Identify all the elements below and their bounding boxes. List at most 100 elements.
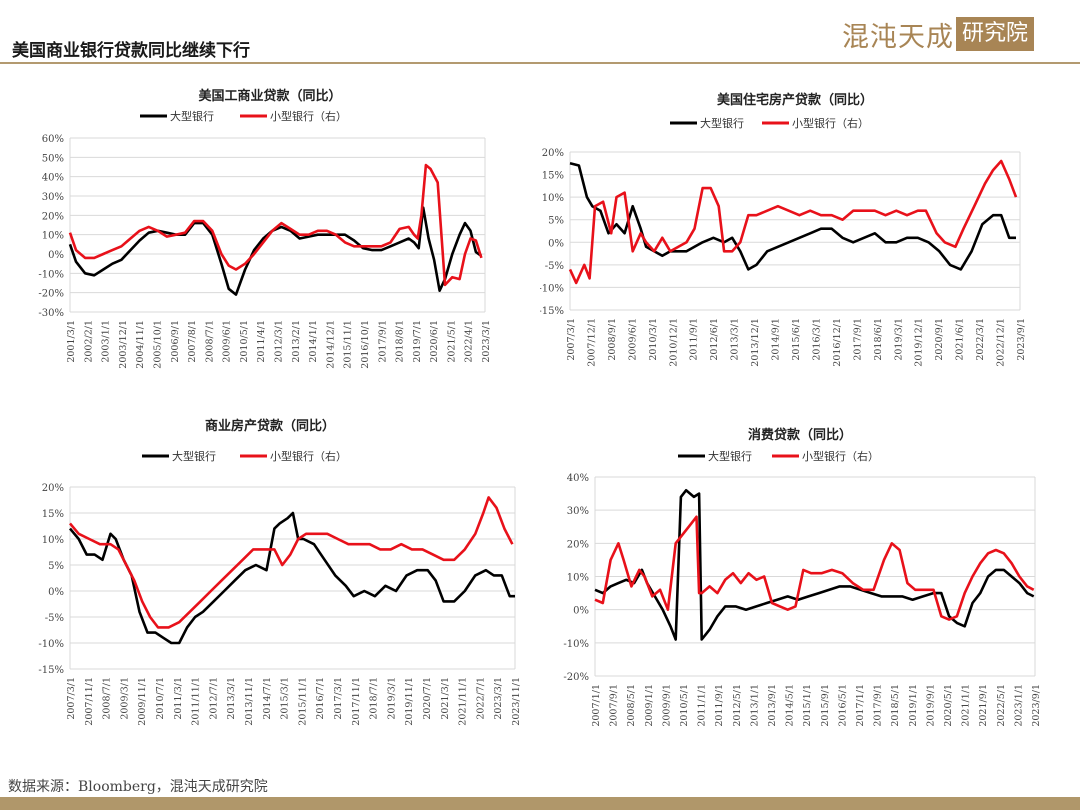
- legend-label-small-banks: 小型银行（右）: [270, 109, 347, 123]
- y-tick-label: 0%: [48, 250, 64, 261]
- x-tick-label: 2018/5/1: [890, 684, 901, 727]
- x-tick-label: 2021/5/1: [446, 320, 457, 363]
- page-title: 美国商业银行贷款同比继续下行: [12, 41, 250, 61]
- y-tick-label: -10%: [563, 639, 589, 650]
- y-tick-label: -15%: [38, 665, 64, 676]
- x-tick-label: 2012/6/1: [709, 318, 720, 361]
- x-tick-label: 2010/7/1: [155, 677, 166, 720]
- x-tick-label: 2022/3/1: [975, 318, 986, 361]
- chart-title: 商业房产贷款（同比）: [205, 418, 335, 434]
- legend-label-large-banks: 大型银行: [172, 449, 216, 463]
- x-tick-label: 2023/9/1: [1016, 318, 1027, 361]
- x-tick-label: 2017/9/1: [852, 318, 863, 361]
- x-tick-label: 2009/9/1: [661, 684, 672, 727]
- x-tick-label: 2020/5/1: [943, 684, 954, 727]
- y-tick-label: 10%: [42, 231, 64, 242]
- legend-label-small-banks: 小型银行（右）: [270, 449, 347, 463]
- x-tick-label: 2013/9/1: [767, 684, 778, 727]
- x-tick-label: 2023/11/1: [511, 677, 522, 726]
- y-tick-label: -20%: [38, 289, 64, 300]
- x-tick-label: 2020/7/1: [422, 677, 433, 720]
- x-tick-label: 2023/3/1: [493, 677, 504, 720]
- y-tick-label: 20%: [542, 148, 564, 159]
- y-tick-label: 30%: [567, 506, 589, 517]
- x-tick-label: 2021/3/1: [440, 677, 451, 720]
- x-tick-label: 2007/3/1: [66, 677, 77, 720]
- y-tick-label: -30%: [38, 308, 64, 319]
- x-tick-label: 2014/9/1: [771, 318, 782, 361]
- y-tick-label: -10%: [38, 269, 64, 280]
- x-tick-label: 2023/9/1: [1031, 684, 1042, 727]
- legend-label-large-banks: 大型银行: [708, 449, 752, 463]
- x-tick-label: 2010/5/1: [239, 320, 250, 363]
- x-tick-label: 2011/3/1: [173, 677, 184, 720]
- x-tick-label: 2009/6/1: [627, 318, 638, 361]
- x-tick-label: 2019/3/1: [893, 318, 904, 361]
- x-tick-label: 2013/11/1: [244, 677, 255, 726]
- y-tick-label: 20%: [567, 539, 589, 550]
- x-tick-label: 2015/1/1: [802, 684, 813, 727]
- x-tick-label: 2005/10/1: [152, 320, 163, 369]
- x-tick-label: 2009/3/1: [119, 677, 130, 720]
- series-line-large-banks: [69, 511, 515, 645]
- logo-text: 混沌天成: [842, 21, 954, 53]
- x-tick-label: 2010/3/1: [648, 318, 659, 361]
- x-tick-label: 2013/3/1: [226, 677, 237, 720]
- x-tick-label: 2015/6/1: [791, 318, 802, 361]
- x-tick-label: 2022/5/1: [996, 684, 1007, 727]
- x-tick-label: 2023/1/1: [1013, 684, 1024, 727]
- x-tick-label: 2014/5/1: [785, 684, 796, 727]
- x-tick-label: 2012/7/1: [208, 677, 219, 720]
- x-tick-label: 2016/5/1: [837, 684, 848, 727]
- chart-title: 美国工商业贷款（同比）: [198, 88, 341, 104]
- y-tick-label: -20%: [563, 672, 589, 683]
- y-tick-label: 0%: [48, 587, 64, 598]
- x-tick-label: 2017/9/1: [873, 684, 884, 727]
- y-tick-label: 40%: [42, 173, 64, 184]
- x-tick-label: 2010/5/1: [679, 684, 690, 727]
- x-tick-label: 2002/2/1: [83, 320, 94, 363]
- series-line-large-banks: [569, 162, 1016, 271]
- x-tick-label: 2019/11/1: [404, 677, 415, 726]
- logo-box: 研究院: [956, 17, 1035, 51]
- x-tick-label: 2007/9/1: [609, 684, 620, 727]
- series-line-small-banks: [568, 159, 1018, 285]
- x-tick-label: 2007/12/1: [586, 318, 597, 367]
- x-tick-label: 2015/11/1: [297, 677, 308, 726]
- chart-commercial-industrial-loans: 美国工商业贷款（同比） 大型银行 小型银行（右） 60% 50% 40% 30% 20% 10%…: [38, 88, 492, 369]
- series-line-large-banks: [594, 489, 1035, 641]
- y-tick-label: 40%: [567, 473, 589, 484]
- x-tick-label: 2011/1/1: [697, 684, 708, 727]
- y-tick-label: 60%: [42, 134, 64, 145]
- y-tick-label: 0%: [548, 238, 564, 249]
- x-tick-label: 2017/9/1: [377, 320, 388, 363]
- x-tick-label: 2022/4/1: [464, 320, 475, 363]
- y-tick-label: 30%: [42, 192, 64, 203]
- x-tick-label: 2009/6/1: [222, 320, 233, 363]
- x-tick-label: 2014/1/1: [308, 320, 319, 363]
- y-tick-label: 5%: [48, 561, 64, 572]
- x-tick-label: 2010/12/1: [668, 318, 679, 367]
- x-tick-label: 2008/5/1: [626, 684, 637, 727]
- source-note: 数据来源：Bloomberg，混沌天成研究院: [8, 779, 268, 795]
- x-tick-label: 2014/12/1: [325, 320, 336, 369]
- x-tick-label: 2013/12/1: [750, 318, 761, 367]
- x-tick-label: 2003/12/1: [118, 320, 129, 369]
- series-line-small-banks: [68, 163, 483, 287]
- x-tick-label: 2017/3/1: [333, 677, 344, 720]
- x-tick-label: 2016/12/1: [832, 318, 843, 367]
- x-tick-label: 2019/1/1: [908, 684, 919, 727]
- x-tick-label: 2016/10/1: [360, 320, 371, 369]
- y-tick-label: 10%: [542, 193, 564, 204]
- chart-title: 消费贷款（同比）: [748, 427, 852, 443]
- x-tick-label: 2015/11/1: [343, 320, 354, 369]
- x-tick-label: 2017/1/1: [855, 684, 866, 727]
- x-tick-label: 2007/3/1: [566, 318, 577, 361]
- y-tick-label: 10%: [42, 535, 64, 546]
- x-tick-label: 2009/1/1: [644, 684, 655, 727]
- x-tick-label: 2022/12/1: [996, 318, 1007, 367]
- x-tick-label: 2015/3/1: [280, 677, 291, 720]
- x-tick-label: 2018/6/1: [873, 318, 884, 361]
- x-tick-label: 2018/8/1: [395, 320, 406, 363]
- y-tick-label: -15%: [540, 306, 564, 317]
